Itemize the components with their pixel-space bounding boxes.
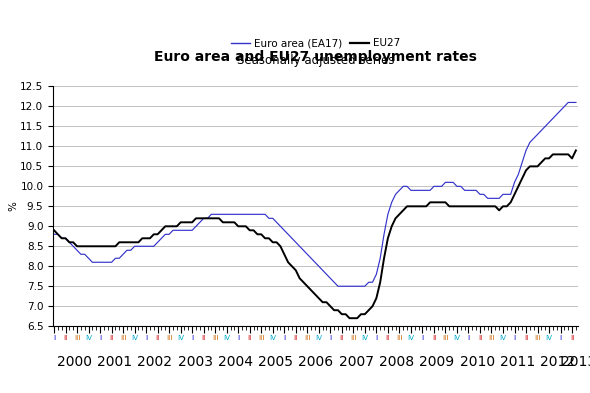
- Euro area (EA17): [281, 228, 288, 233]
- Euro area (EA17): [457, 184, 464, 189]
- EU27: [281, 252, 288, 257]
- EU27: [242, 224, 250, 229]
- Line: EU27: EU27: [54, 151, 576, 318]
- Euro area (EA17): [231, 212, 238, 217]
- EU27: [231, 220, 238, 225]
- Legend: Euro area (EA17), EU27: Euro area (EA17), EU27: [227, 34, 405, 53]
- Euro area (EA17): [376, 256, 384, 261]
- Title: Euro area and EU27 unemployment rates: Euro area and EU27 unemployment rates: [154, 50, 477, 64]
- Euro area (EA17): [51, 232, 58, 237]
- EU27: [457, 204, 464, 209]
- EU27: [51, 228, 58, 233]
- EU27: [346, 316, 353, 321]
- Euro area (EA17): [335, 284, 342, 288]
- Y-axis label: %: %: [9, 201, 19, 211]
- Text: Seasonally adjusted series: Seasonally adjusted series: [237, 54, 394, 67]
- EU27: [376, 280, 384, 285]
- EU27: [572, 148, 579, 153]
- EU27: [123, 240, 130, 244]
- Line: Euro area (EA17): Euro area (EA17): [54, 103, 576, 286]
- Euro area (EA17): [123, 248, 130, 253]
- Euro area (EA17): [572, 100, 579, 105]
- Euro area (EA17): [565, 100, 572, 105]
- Euro area (EA17): [242, 212, 250, 217]
